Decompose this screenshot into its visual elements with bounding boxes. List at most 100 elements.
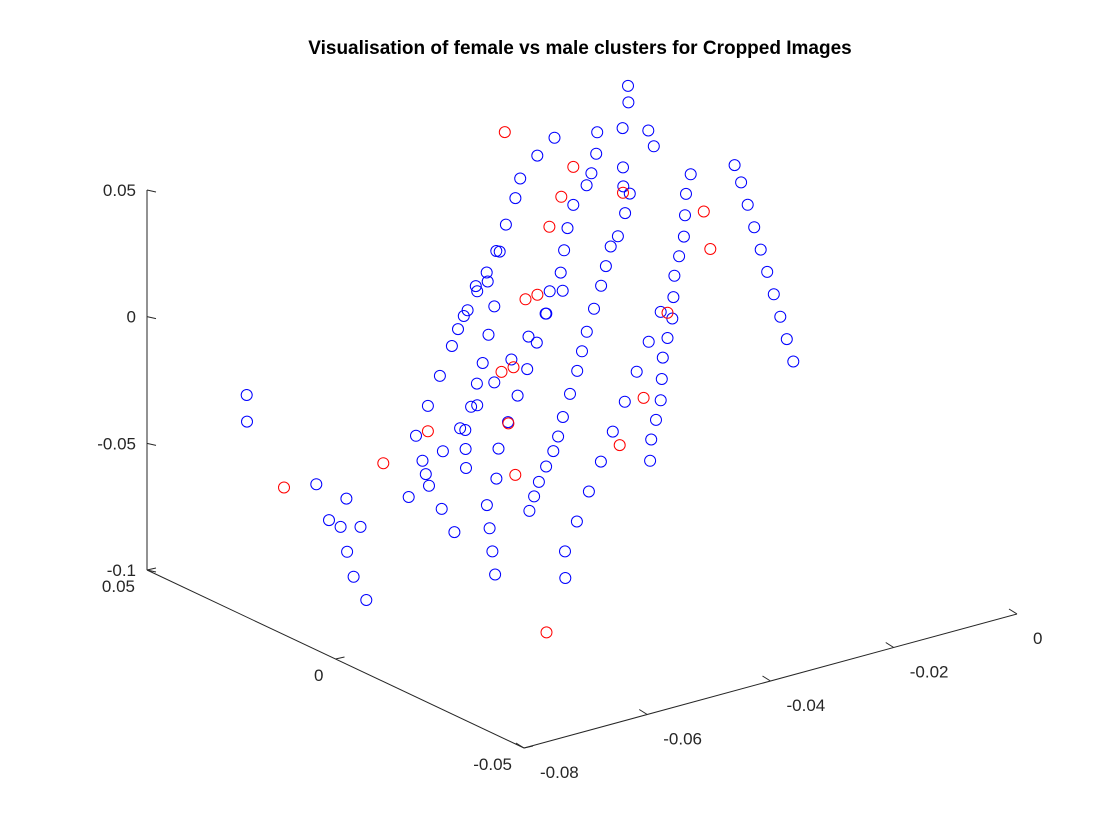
scatter-point-blue: [559, 572, 572, 584]
scatter-point-blue: [492, 442, 505, 455]
scatter-point-blue: [642, 124, 655, 137]
scatter-point-red: [498, 126, 511, 139]
scatter-point-blue: [448, 526, 461, 539]
scatter-point-blue: [530, 336, 543, 349]
scatter-point-blue: [486, 545, 499, 558]
scatter-point-blue: [476, 357, 489, 369]
scatter-point-blue: [360, 594, 373, 606]
scatter-point-blue: [499, 218, 512, 231]
scatter-point-blue: [483, 522, 496, 535]
scatter-point-blue: [459, 424, 472, 436]
x-tick-label: -0.02: [910, 663, 949, 682]
scatter-point-blue: [470, 377, 483, 390]
scatter-point-blue: [471, 399, 484, 412]
z-tick-label: 0.05: [103, 181, 136, 200]
scatter-point-blue: [735, 176, 748, 189]
scatter-point-blue: [622, 96, 635, 109]
scatter-point-blue: [459, 443, 472, 455]
scatter-point-blue: [552, 430, 565, 443]
scatter-point-blue: [505, 353, 518, 366]
y-tick-mark: [335, 656, 345, 660]
scatter-point-blue: [482, 328, 495, 341]
scatter-point-blue: [644, 454, 657, 467]
y-axis-ticks: -0.05 0 0.05: [102, 567, 534, 774]
scatter-point-blue: [554, 266, 567, 279]
x-tick-mark: [1008, 608, 1018, 615]
scatter-point-blue: [543, 285, 556, 298]
scatter-point-blue: [588, 302, 600, 315]
scatter-point-blue: [619, 207, 632, 220]
scatter-point-blue: [661, 332, 674, 344]
z-tick-label: -0.05: [97, 434, 136, 453]
scatter-point-blue: [480, 499, 493, 512]
scatter-point-red: [543, 220, 556, 233]
scatter-point-blue: [421, 399, 434, 412]
scatter-point-blue: [585, 167, 598, 180]
scatter-point-blue: [656, 351, 669, 364]
x-tick-mark: [515, 742, 525, 749]
scatter-point-blue: [728, 159, 741, 172]
scatter-point-blue: [435, 502, 448, 515]
scatter-point-red: [697, 205, 710, 218]
scatter-point-blue: [571, 364, 584, 377]
scatter-point-blue: [564, 387, 576, 400]
scatter-point-blue: [654, 305, 667, 318]
y-tick-mark: [146, 567, 157, 571]
scatter-point-blue: [481, 275, 494, 288]
scatter-point-blue: [655, 373, 668, 385]
scatter-point-red: [531, 288, 544, 301]
scatter-point-blue: [595, 279, 608, 292]
scatter-point-red: [377, 457, 390, 470]
scatter-point-blue: [445, 340, 458, 352]
scatter-point-blue: [540, 460, 553, 473]
scatter-point-blue: [514, 172, 527, 185]
scatter-point-blue: [558, 244, 571, 257]
scatter-point-blue: [511, 389, 524, 402]
x-tick-label: -0.08: [540, 763, 579, 782]
scatter-point-blue: [323, 514, 335, 527]
scatter-point-blue: [611, 230, 624, 243]
scatter-point-blue: [677, 230, 690, 243]
z-tick-label: 0: [127, 308, 136, 327]
scatter-point-blue: [469, 280, 482, 293]
scatter-point-blue: [480, 266, 493, 279]
scatter-points: [240, 79, 800, 639]
scatter-point-blue: [465, 400, 478, 413]
scatter-point-blue: [642, 335, 655, 348]
x-tick-label: 0: [1033, 629, 1042, 648]
scatter-point-blue: [531, 149, 544, 162]
scatter-point-red: [507, 361, 520, 374]
scatter-point-red: [567, 160, 580, 173]
scatter-point-red: [617, 186, 629, 199]
scatter-point-blue: [559, 545, 571, 558]
scatter-point-blue: [780, 333, 793, 346]
scatter-point-blue: [654, 394, 667, 407]
scatter-point-blue: [423, 479, 435, 492]
z-tick-mark: [146, 316, 157, 320]
scatter-point-red: [661, 306, 674, 319]
x-tick-mark: [762, 675, 771, 682]
scatter-point-blue: [774, 310, 787, 323]
y-tick-label: 0.05: [102, 577, 135, 596]
z-tick-mark: [146, 569, 157, 573]
scatter-point-blue: [567, 198, 580, 211]
scatter-point-blue: [556, 411, 569, 423]
scatter-point-blue: [617, 180, 630, 193]
x-axis-ticks: -0.08 -0.06 -0.04 -0.02 0: [515, 608, 1042, 782]
scatter-point-blue: [461, 304, 474, 317]
scatter-point-blue: [410, 429, 422, 442]
scatter-point-blue: [416, 454, 429, 467]
scatter-point-blue: [604, 240, 617, 253]
scatter-point-blue: [680, 187, 692, 200]
scatter-point-blue: [599, 260, 612, 273]
scatter-point-blue: [591, 126, 604, 139]
scatter-point-blue: [630, 365, 643, 378]
x-tick-label: -0.06: [663, 730, 702, 749]
scatter-point-blue: [521, 363, 534, 376]
z-axis-ticks: -0.1 -0.05 0 0.05: [97, 181, 157, 580]
scatter-point-blue: [490, 472, 503, 485]
scatter-point-blue: [618, 395, 631, 408]
scatter-point-blue: [623, 187, 636, 200]
